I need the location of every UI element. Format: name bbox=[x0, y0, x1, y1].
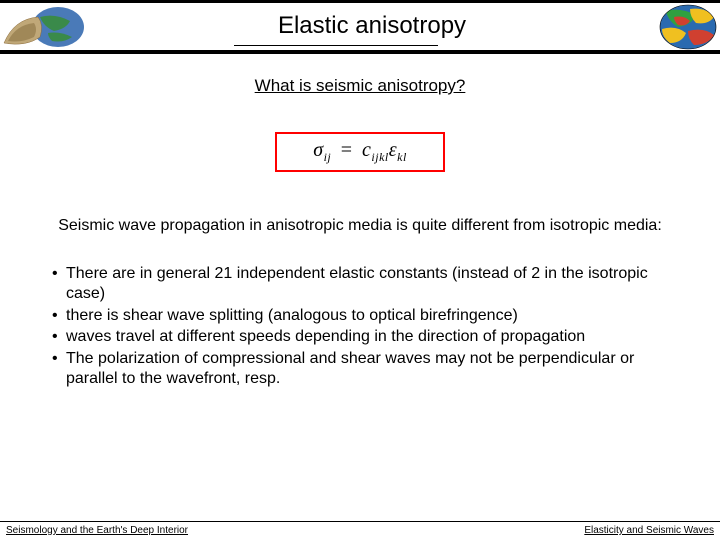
equation-sigma: σ bbox=[313, 139, 323, 161]
subtitle: What is seismic anisotropy? bbox=[40, 76, 680, 96]
bullet-text: there is shear wave splitting (analogous… bbox=[66, 306, 670, 326]
title-bar: Elastic anisotropy bbox=[0, 0, 720, 54]
footer-left: Seismology and the Earth's Deep Interior bbox=[6, 525, 188, 536]
bullet-text: waves travel at different speeds dependi… bbox=[66, 327, 670, 347]
slide-title: Elastic anisotropy bbox=[88, 12, 656, 42]
bullet-text: There are in general 21 independent elas… bbox=[66, 264, 670, 305]
equation-eq: = bbox=[337, 139, 357, 161]
footer: Seismology and the Earth's Deep Interior… bbox=[0, 521, 720, 540]
equation-box: σij = cijklεkl bbox=[275, 132, 445, 172]
intro-paragraph: Seismic wave propagation in anisotropic … bbox=[48, 216, 672, 236]
equation-c-sub: ijkl bbox=[371, 150, 388, 164]
bullet-item: • waves travel at different speeds depen… bbox=[52, 327, 670, 347]
bullet-dot-icon: • bbox=[52, 306, 66, 326]
bullet-item: • The polarization of compressional and … bbox=[52, 349, 670, 390]
bullet-dot-icon: • bbox=[52, 327, 66, 347]
slide-body: What is seismic anisotropy? σij = cijklε… bbox=[0, 54, 720, 390]
bullet-dot-icon: • bbox=[52, 264, 66, 305]
logo-right-globe-heatmap bbox=[656, 3, 720, 51]
slide: Elastic anisotropy What is seismic aniso… bbox=[0, 0, 720, 540]
bullet-text: The polarization of compressional and sh… bbox=[66, 349, 670, 390]
equation-eps-sub: kl bbox=[397, 150, 407, 164]
equation-c: c bbox=[362, 139, 371, 161]
logo-left-earth-cutaway bbox=[0, 3, 88, 51]
equation-sigma-sub: ij bbox=[324, 150, 332, 164]
footer-right: Elasticity and Seismic Waves bbox=[584, 525, 714, 536]
bullet-list: • There are in general 21 independent el… bbox=[40, 264, 680, 390]
equation-eps: ε bbox=[389, 139, 397, 161]
bullet-item: • There are in general 21 independent el… bbox=[52, 264, 670, 305]
bullet-item: • there is shear wave splitting (analogo… bbox=[52, 306, 670, 326]
title-underline bbox=[234, 45, 438, 46]
equation: σij = cijklεkl bbox=[313, 139, 407, 165]
bullet-dot-icon: • bbox=[52, 349, 66, 390]
